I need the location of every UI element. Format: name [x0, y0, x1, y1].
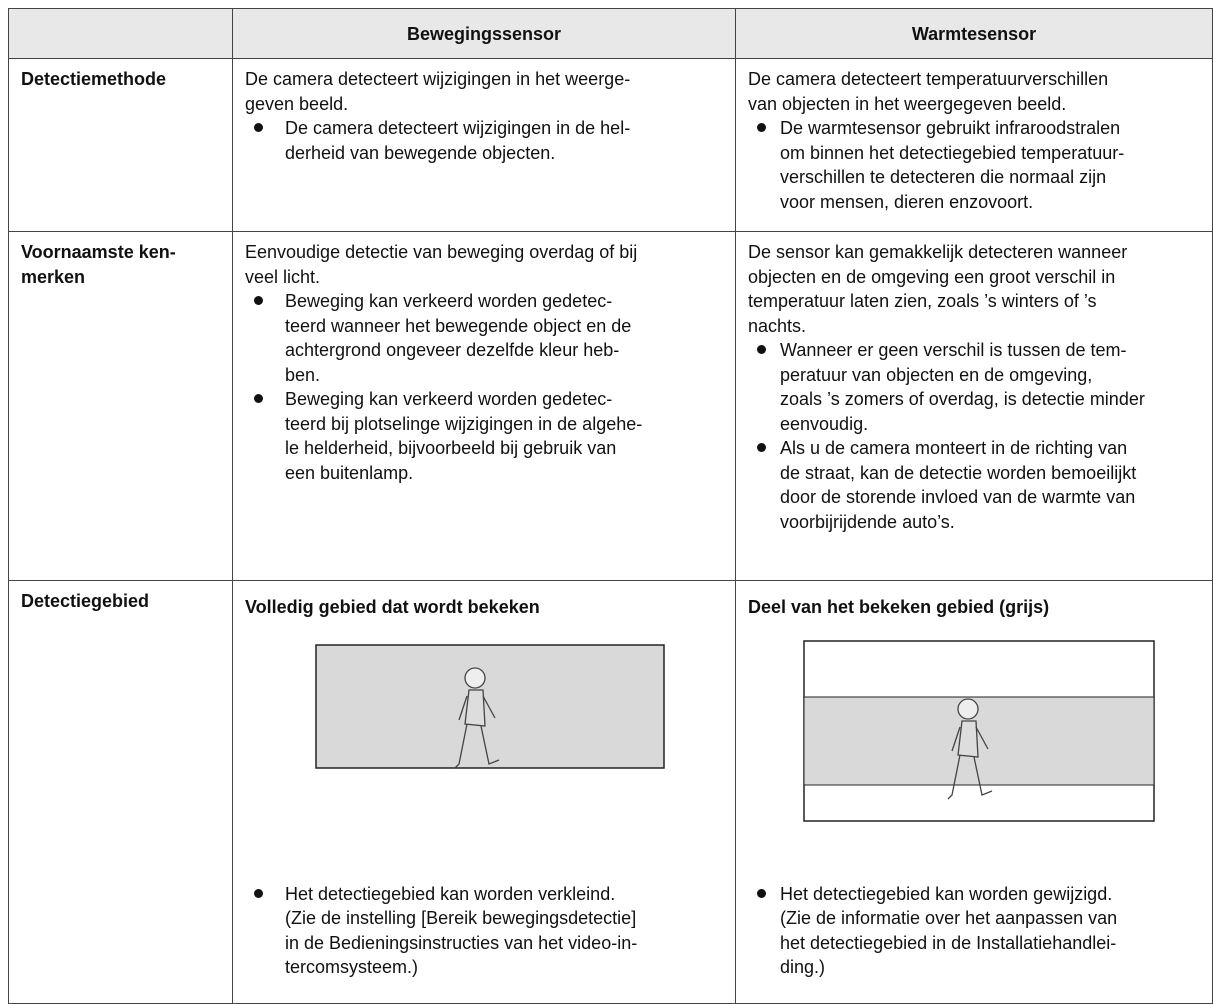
cell: Volledig gebied dat wordt bekeken Het de…	[232, 580, 736, 1004]
cell: De camera detecteert temperatuurverschil…	[735, 58, 1213, 232]
text-line: van objecten in het weergegeven beeld.	[748, 93, 1067, 114]
cell-heading: Deel van het bekeken gebied (grijs)	[748, 597, 1050, 617]
bullet: Het detectiegebied kan worden gewijzigd.…	[748, 882, 1200, 980]
bullet-line: door de storende invloed van de warmte v…	[780, 487, 1136, 507]
bullet-line: Het detectiegebied kan worden gewijzigd.	[780, 883, 1113, 904]
text-line: nachts.	[748, 315, 807, 336]
bullet-line: Beweging kan verkeerd worden gedetec-	[285, 389, 613, 409]
figure	[245, 620, 723, 882]
bullet-line: een buitenlamp.	[285, 462, 414, 483]
cell: De sensor kan gemakkelijk detecteren wan…	[735, 231, 1213, 581]
bullet: Beweging kan verkeerd worden gedetec-tee…	[245, 387, 723, 485]
cell: Deel van het bekeken gebied (grijs) Het …	[735, 580, 1213, 1004]
cell: Eenvoudige detectie van beweging overdag…	[232, 231, 736, 581]
text-line: temperatuur laten zien, zoals ’s winters…	[748, 291, 1097, 311]
bullet-line: le helderheid, bijvoorbeeld bij gebruik …	[285, 438, 617, 458]
text-line: objecten en de omgeving een groot versch…	[748, 266, 1116, 287]
text-line: veel licht.	[245, 266, 321, 287]
cell-heading: Volledig gebied dat wordt bekeken	[245, 597, 540, 617]
label-line: Detectiemethode	[21, 69, 167, 89]
cell: De camera detecteert wijzigingen in het …	[232, 58, 736, 232]
bullet-line: De warmtesensor gebruikt infraroodstrale…	[780, 118, 1121, 138]
bullet-line: peratuur van objecten en de omgeving,	[780, 364, 1093, 385]
bullet-line: de straat, kan de detectie worden bemoei…	[780, 462, 1137, 483]
row-label: Voornaamste ken-merken	[8, 231, 233, 581]
text-line: De camera detecteert temperatuurverschil…	[748, 69, 1109, 89]
bullet-line: zoals ’s zomers of overdag, is detectie …	[780, 389, 1145, 409]
row-label: Detectiemethode	[8, 58, 233, 232]
bullet-line: (Zie de instelling [Bereik bewegingsdete…	[285, 908, 637, 928]
text-line: geven beeld.	[245, 93, 349, 114]
column-header: Bewegingssensor	[232, 8, 736, 59]
header-empty	[8, 8, 233, 59]
bullet-line: Als u de camera monteert in de richting …	[780, 438, 1128, 458]
bullet-line: eenvoudig.	[780, 413, 869, 434]
bullet-line: derheid van bewegende objecten.	[285, 142, 556, 163]
bullet-line: teerd bij plotselinge wijzigingen in de …	[285, 413, 643, 434]
bullet-line: Beweging kan verkeerd worden gedetec-	[285, 291, 613, 311]
label-line: merken	[21, 266, 86, 287]
label-line: Detectiegebied	[21, 591, 150, 611]
bullet-line: Wanneer er geen verschil is tussen de te…	[780, 340, 1127, 360]
bullet-line: ding.)	[780, 957, 826, 977]
bullet-line: achtergrond ongeveer dezelfde kleur heb-	[285, 340, 620, 360]
text-line: De camera detecteert wijzigingen in het …	[245, 69, 631, 89]
bullet: Wanneer er geen verschil is tussen de te…	[748, 338, 1200, 436]
text-line: Eenvoudige detectie van beweging overdag…	[245, 242, 638, 262]
bullet-line: ben.	[285, 364, 321, 385]
text-line: De sensor kan gemakkelijk detecteren wan…	[748, 242, 1128, 262]
bullet-line: in de Bedieningsinstructies van het vide…	[285, 932, 638, 953]
row-label: Detectiegebied	[8, 580, 233, 1004]
figure-full-area	[315, 643, 665, 769]
bullet-line: (Zie de informatie over het aanpassen va…	[780, 908, 1118, 928]
bullet-line: om binnen het detectiegebied temperatuur…	[780, 142, 1125, 163]
bullet: Het detectiegebied kan worden verkleind.…	[245, 882, 723, 980]
bullet: De camera detecteert wijzigingen in de h…	[245, 116, 723, 165]
bullet-line: tercomsysteem.)	[285, 957, 419, 977]
bullet: Beweging kan verkeerd worden gedetec-tee…	[245, 289, 723, 387]
bullet-line: voor mensen, dieren enzovoort.	[780, 191, 1034, 212]
bullet-line: voorbijrijdende auto’s.	[780, 511, 955, 532]
figure	[748, 620, 1200, 882]
bullet-line: Het detectiegebied kan worden verkleind.	[285, 883, 616, 904]
bullet-line: het detectiegebied in de Installatiehand…	[780, 932, 1117, 953]
label-line: Voornaamste ken-	[21, 242, 176, 262]
column-header: Warmtesensor	[735, 8, 1213, 59]
bullet-line: teerd wanneer het bewegende object en de	[285, 315, 632, 336]
bullet-line: verschillen te detecteren die normaal zi…	[780, 167, 1107, 187]
bullet: De warmtesensor gebruikt infraroodstrale…	[748, 116, 1200, 214]
figure-partial-area	[803, 639, 1155, 822]
bullet: Als u de camera monteert in de richting …	[748, 436, 1200, 534]
bullet-line: De camera detecteert wijzigingen in de h…	[285, 118, 631, 138]
